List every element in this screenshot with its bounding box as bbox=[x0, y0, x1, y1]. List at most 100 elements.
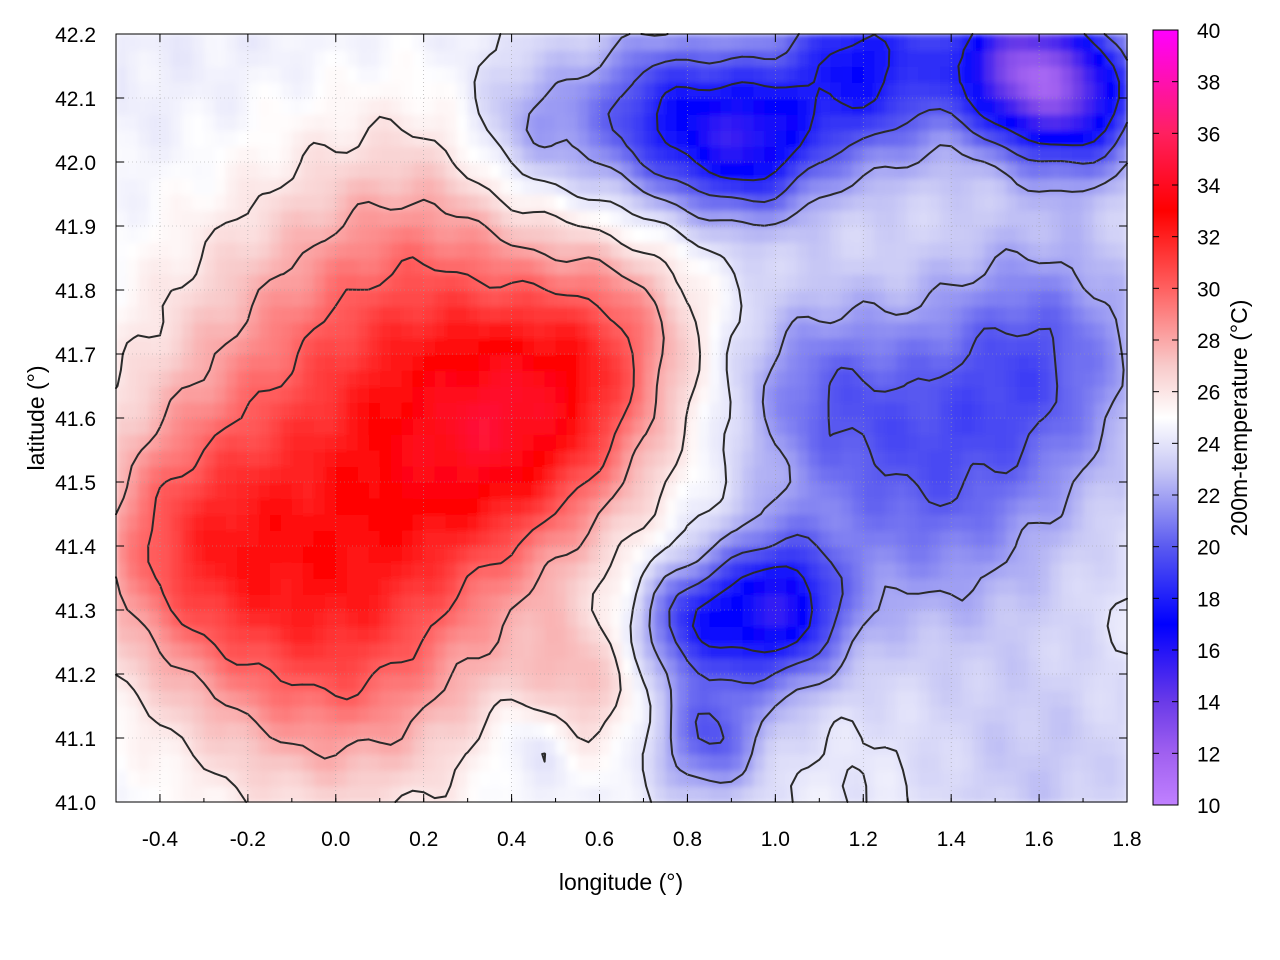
heatmap-cell bbox=[786, 130, 799, 147]
heatmap-cell bbox=[456, 82, 469, 99]
heatmap-cell bbox=[280, 562, 293, 579]
heatmap-cell bbox=[951, 514, 963, 531]
heatmap-cell bbox=[907, 290, 920, 307]
heatmap-cell bbox=[423, 322, 436, 339]
heatmap-cell bbox=[302, 738, 315, 755]
heatmap-cell bbox=[1072, 706, 1084, 723]
heatmap-cell bbox=[511, 610, 524, 627]
heatmap-cell bbox=[830, 658, 843, 675]
heatmap-cell bbox=[500, 514, 513, 531]
heatmap-cell bbox=[830, 706, 843, 723]
heatmap-cell bbox=[247, 162, 260, 179]
heatmap-cell bbox=[511, 706, 524, 723]
heatmap-cell bbox=[478, 210, 491, 227]
heatmap-cell bbox=[1039, 690, 1051, 707]
heatmap-cell bbox=[786, 354, 799, 371]
heatmap-cell bbox=[247, 418, 260, 435]
heatmap-cell bbox=[148, 578, 161, 595]
heatmap-cell bbox=[214, 770, 227, 787]
heatmap-cell bbox=[786, 578, 799, 595]
heatmap-cell bbox=[709, 450, 722, 467]
heatmap-cell bbox=[907, 594, 920, 611]
heatmap-cell bbox=[1050, 98, 1062, 115]
heatmap-cell bbox=[1094, 770, 1106, 787]
heatmap-cell bbox=[456, 194, 469, 211]
heatmap-cell bbox=[885, 194, 898, 211]
heatmap-cell bbox=[610, 290, 623, 307]
heatmap-cell bbox=[1017, 498, 1029, 515]
heatmap-cell bbox=[830, 514, 843, 531]
heatmap-cell bbox=[1094, 482, 1106, 499]
heatmap-cell bbox=[258, 370, 271, 387]
heatmap-cell bbox=[731, 690, 744, 707]
heatmap-cell bbox=[643, 50, 656, 67]
heatmap-cell bbox=[731, 610, 744, 627]
heatmap-cell bbox=[621, 258, 634, 275]
heatmap-cell bbox=[1061, 354, 1073, 371]
heatmap-cell bbox=[775, 786, 788, 803]
heatmap-cell bbox=[203, 722, 216, 739]
heatmap-cell bbox=[720, 98, 733, 115]
heatmap-cell bbox=[610, 322, 623, 339]
heatmap-cell bbox=[797, 210, 810, 227]
heatmap-cell bbox=[434, 562, 447, 579]
heatmap-cell bbox=[984, 498, 996, 515]
heatmap-cell bbox=[225, 82, 238, 99]
heatmap-cell bbox=[918, 610, 930, 627]
heatmap-cell bbox=[896, 178, 909, 195]
heatmap-cell bbox=[962, 770, 974, 787]
heatmap-cell bbox=[357, 706, 370, 723]
heatmap-cell bbox=[632, 466, 645, 483]
heatmap-cell bbox=[489, 466, 502, 483]
heatmap-cell bbox=[830, 194, 843, 211]
heatmap-cell bbox=[1017, 146, 1029, 163]
heatmap-cell bbox=[137, 114, 150, 131]
heatmap-cell bbox=[742, 354, 755, 371]
heatmap-cell bbox=[1116, 738, 1128, 755]
heatmap-cell bbox=[225, 514, 238, 531]
heatmap-cell bbox=[291, 514, 304, 531]
heatmap-cell bbox=[324, 530, 337, 547]
heatmap-cell bbox=[599, 402, 612, 419]
heatmap-cell bbox=[192, 658, 205, 675]
heatmap-cell bbox=[302, 546, 315, 563]
heatmap-cell bbox=[1072, 722, 1084, 739]
heatmap-cell bbox=[962, 354, 974, 371]
heatmap-cell bbox=[456, 242, 469, 259]
heatmap-cell bbox=[929, 482, 941, 499]
heatmap-cell bbox=[401, 130, 414, 147]
heatmap-cell bbox=[863, 370, 876, 387]
heatmap-cell bbox=[1083, 226, 1095, 243]
heatmap-cell bbox=[522, 226, 535, 243]
heatmap-cell bbox=[599, 514, 612, 531]
heatmap-cell bbox=[269, 306, 282, 323]
heatmap-cell bbox=[566, 706, 579, 723]
heatmap-cell bbox=[357, 210, 370, 227]
heatmap-cell bbox=[896, 450, 909, 467]
heatmap-cell bbox=[214, 178, 227, 195]
heatmap-cell bbox=[1017, 562, 1029, 579]
heatmap-cell bbox=[1050, 722, 1062, 739]
heatmap-cell bbox=[390, 610, 403, 627]
heatmap-cell bbox=[478, 610, 491, 627]
heatmap-cell bbox=[1116, 370, 1128, 387]
heatmap-cell bbox=[170, 258, 183, 275]
heatmap-cell bbox=[1050, 306, 1062, 323]
heatmap-cell bbox=[1017, 82, 1029, 99]
heatmap-cell bbox=[984, 354, 996, 371]
heatmap-cell bbox=[445, 466, 458, 483]
heatmap-cell bbox=[720, 706, 733, 723]
heatmap-cell bbox=[269, 146, 282, 163]
heatmap-cell bbox=[841, 50, 854, 67]
heatmap-cell bbox=[1006, 34, 1018, 51]
heatmap-cell bbox=[808, 114, 821, 131]
heatmap-cell bbox=[533, 402, 546, 419]
heatmap-cell bbox=[401, 770, 414, 787]
heatmap-cell bbox=[588, 482, 601, 499]
heatmap-cell bbox=[434, 354, 447, 371]
heatmap-cell bbox=[368, 242, 381, 259]
heatmap-cell bbox=[236, 450, 249, 467]
heatmap-cell bbox=[170, 770, 183, 787]
heatmap-cell bbox=[412, 146, 425, 163]
heatmap-cell bbox=[170, 114, 183, 131]
